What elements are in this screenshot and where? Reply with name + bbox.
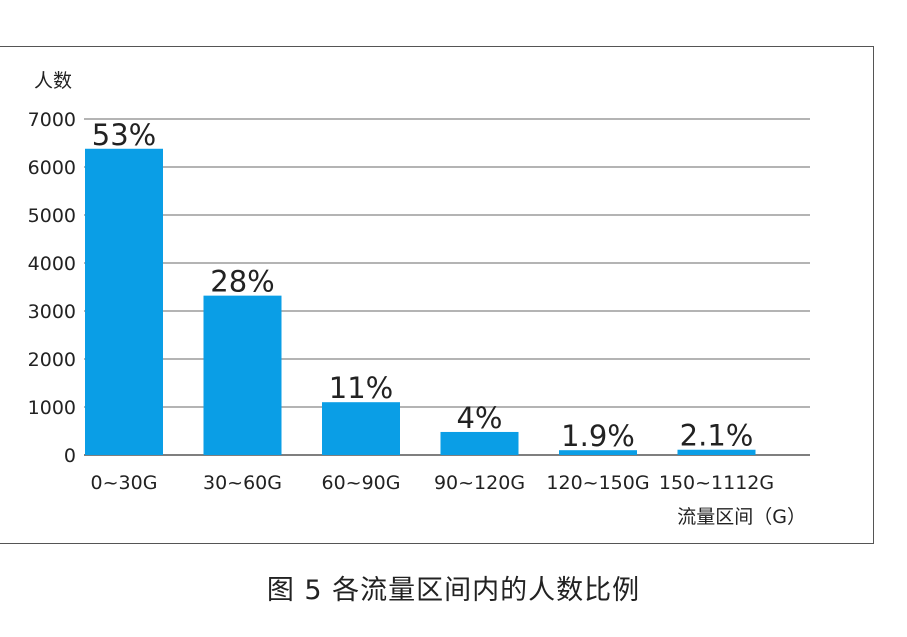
bar (677, 449, 756, 455)
data-label: 28% (210, 265, 274, 299)
y-tick-label: 6000 (28, 157, 76, 179)
x-axis-categories: 0~30G 30~60G 60~90G 90~120G 120~150G 150~1112… (91, 472, 775, 494)
data-label: 4% (456, 401, 502, 435)
bar (440, 431, 519, 455)
y-tick-label: 1000 (28, 397, 76, 419)
x-category-label: 90~120G (434, 472, 525, 494)
y-tick-label: 3000 (28, 301, 76, 323)
y-tick-label: 4000 (28, 253, 76, 275)
data-label: 53% (92, 118, 156, 152)
x-category-label: 30~60G (203, 472, 282, 494)
data-label: 1.9% (561, 419, 635, 453)
data-labels: 53% 28% 11% 4% 1.9% 2.1% (92, 118, 754, 453)
bar (559, 450, 637, 455)
grid-lines (84, 118, 810, 456)
bar (203, 295, 282, 455)
x-category-label: 0~30G (91, 472, 158, 494)
bar (322, 402, 400, 455)
bar (85, 148, 163, 455)
data-label: 2.1% (680, 419, 754, 453)
y-tick-label: 7000 (28, 109, 76, 131)
y-tick-label: 2000 (28, 349, 76, 371)
x-category-label: 120~150G (546, 472, 649, 494)
y-axis-ticks: 0 1000 2000 3000 4000 5000 6000 7000 (28, 109, 76, 467)
bars (85, 148, 756, 455)
y-tick-label: 0 (64, 445, 76, 467)
y-tick-label: 5000 (28, 205, 76, 227)
y-axis-title: 人数 (34, 70, 72, 92)
x-category-label: 150~1112G (659, 472, 774, 494)
data-label: 11% (329, 371, 393, 405)
figure-caption: 图 5 各流量区间内的人数比例 (266, 575, 641, 606)
x-axis-title: 流量区间（G） (677, 506, 806, 528)
x-category-label: 60~90G (322, 472, 401, 494)
